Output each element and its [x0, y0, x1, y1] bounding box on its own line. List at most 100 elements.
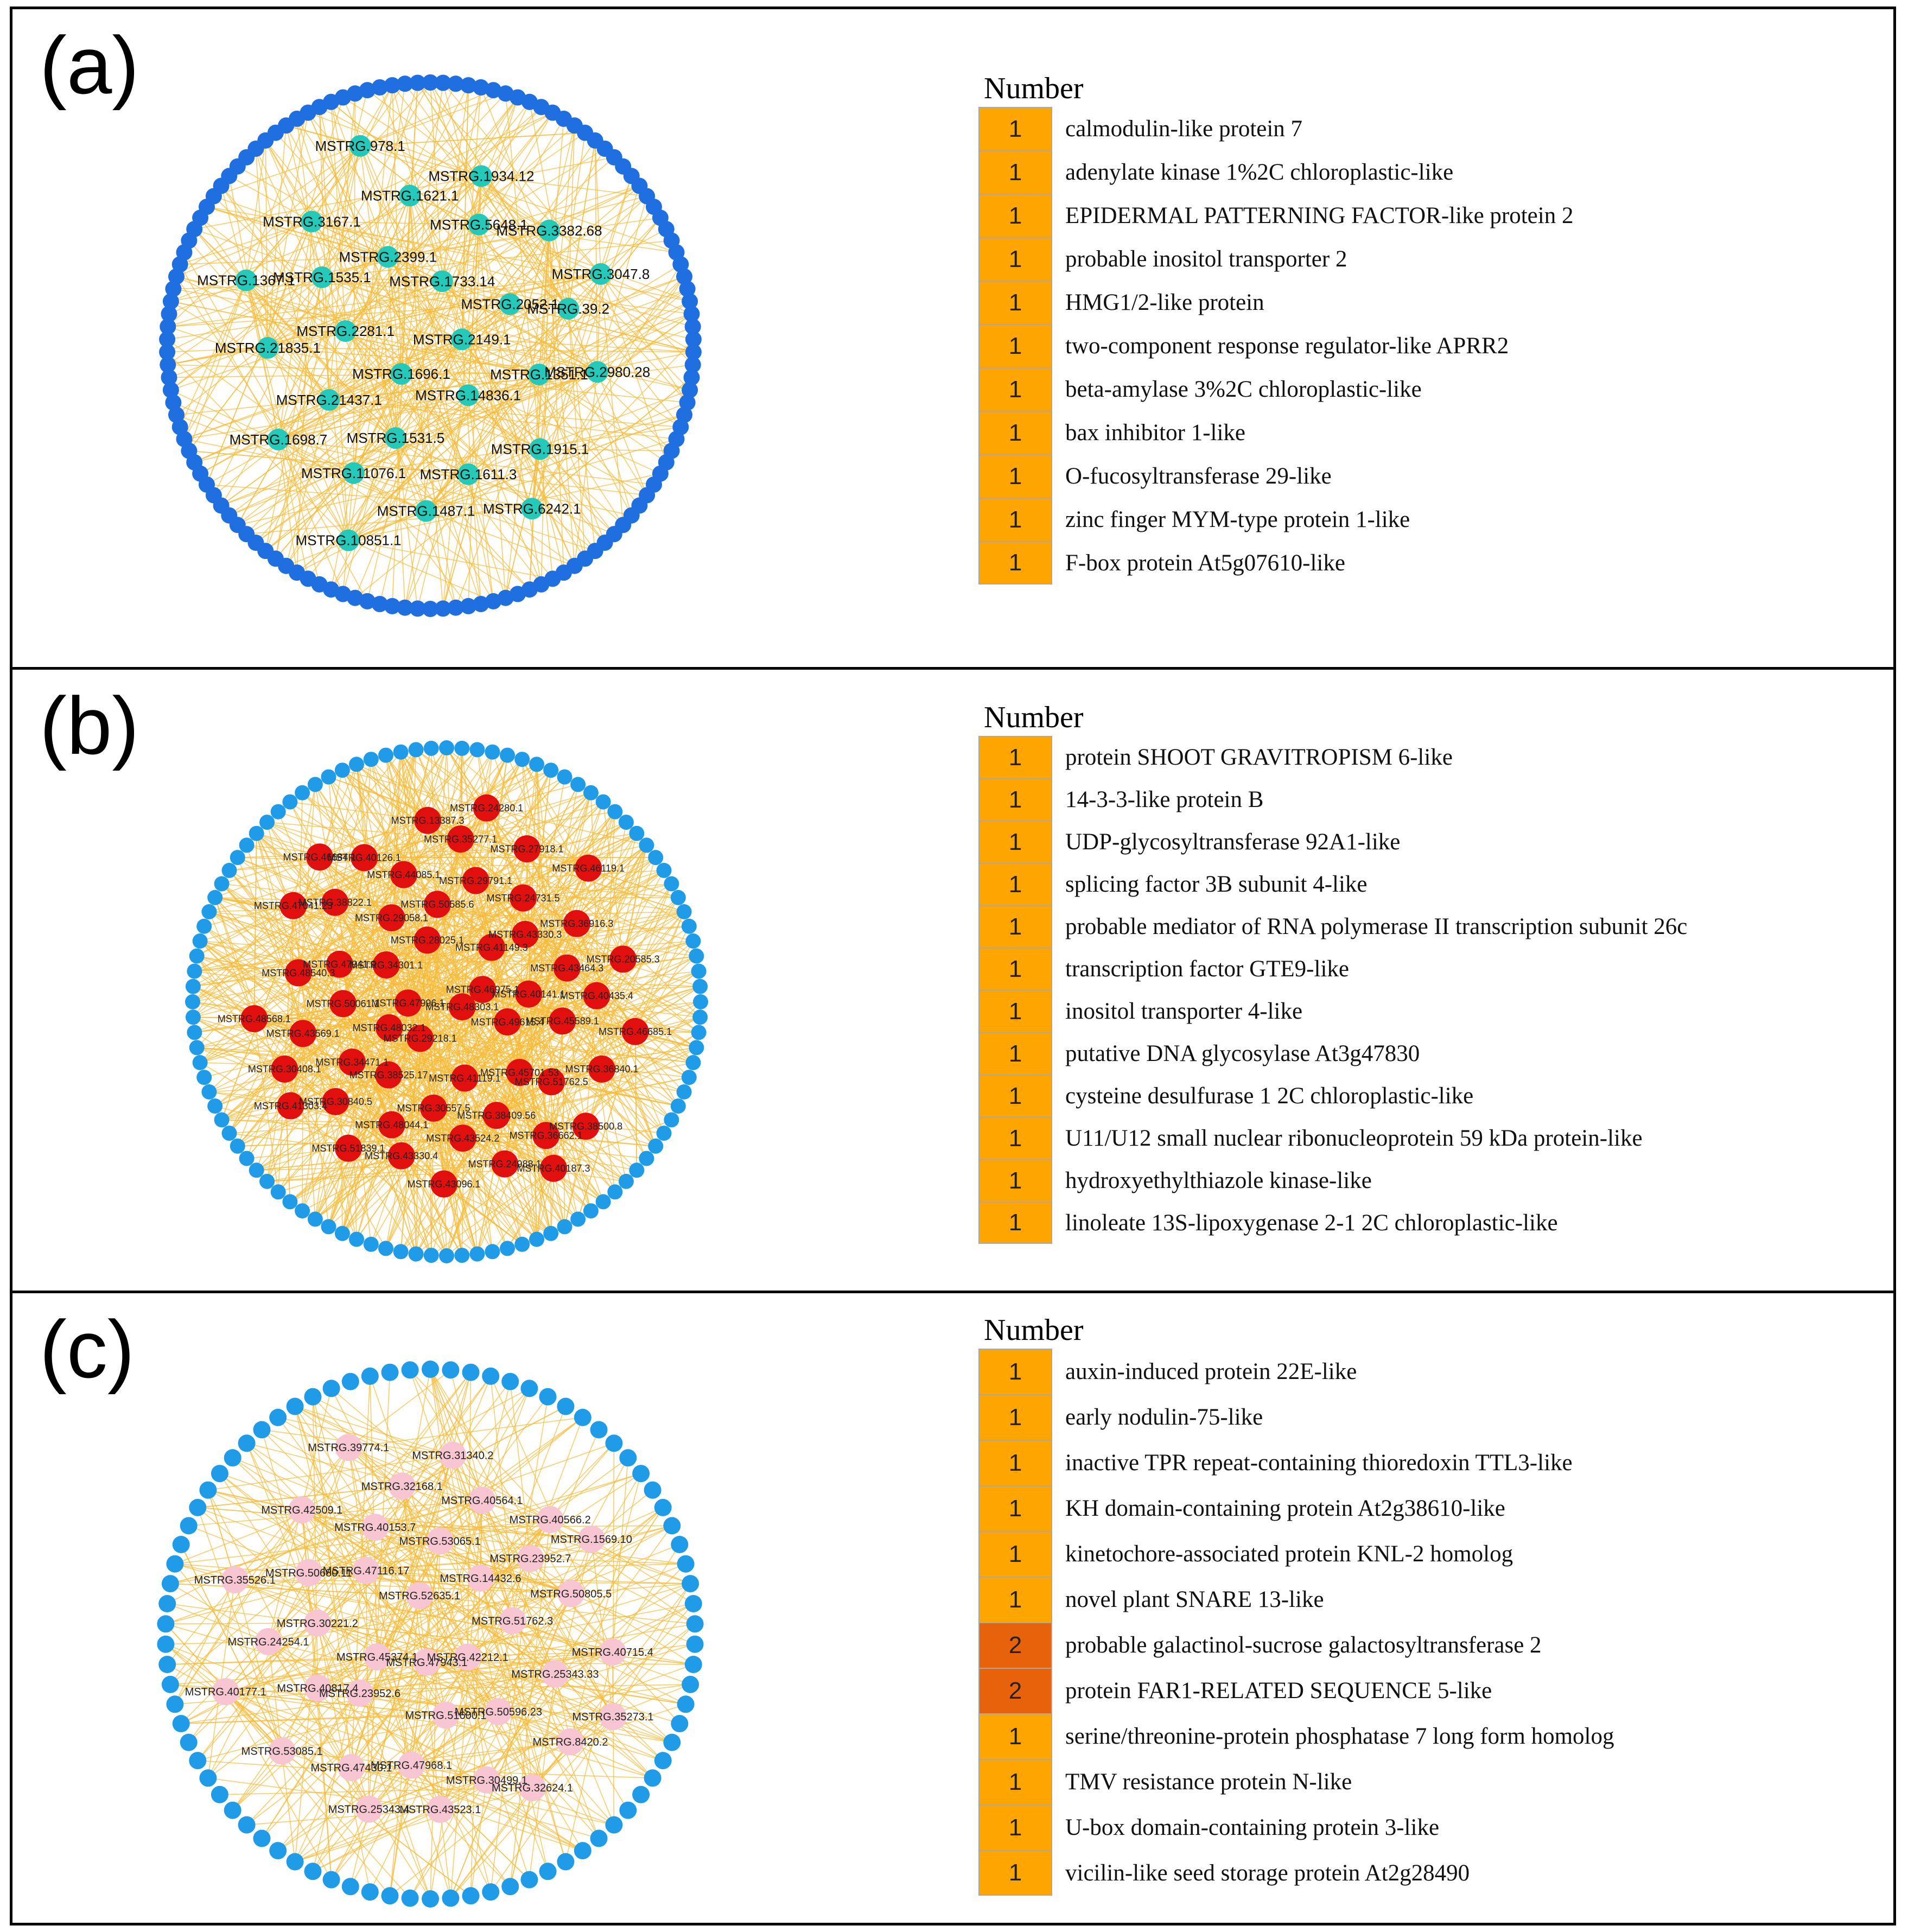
edge	[285, 125, 360, 147]
edge	[360, 132, 586, 147]
hub-node	[398, 1751, 425, 1779]
hub-node	[406, 1025, 434, 1052]
edge	[176, 175, 482, 416]
hub-node-label: MSTRG.11076.1	[301, 465, 406, 481]
outer-node	[557, 1397, 575, 1415]
edge	[245, 140, 266, 281]
outer-node	[162, 293, 179, 310]
edge	[353, 472, 595, 551]
hub-node	[303, 1609, 331, 1637]
hub-node-label: MSTRG.34471.1	[315, 1057, 389, 1067]
edge	[411, 1764, 583, 1851]
outer-node	[684, 357, 701, 373]
edge	[391, 917, 508, 1249]
edge	[268, 1641, 370, 1810]
edge	[540, 230, 550, 584]
edge	[268, 1447, 349, 1642]
outer-node	[557, 769, 573, 785]
edge	[360, 83, 405, 147]
outer-node	[161, 369, 177, 386]
hub-node	[599, 1703, 627, 1731]
hub-node	[349, 135, 371, 157]
edge	[586, 1001, 701, 1127]
hub-node-label: MSTRG.24280.1	[450, 803, 523, 814]
hub-node	[387, 1142, 415, 1170]
outer-node	[447, 75, 464, 92]
legend-row: 1 probable mediator of RNA polymerase II …	[978, 905, 1687, 948]
edge	[345, 97, 518, 332]
network-a: MSTRG.2149.1 MSTRG.1696.1 MSTRG.1733.14 MST…	[159, 74, 702, 617]
gene-annotation: inactive TPR repeat-containing thioredox…	[1065, 1450, 1573, 1476]
edge	[275, 277, 323, 559]
edge	[176, 276, 539, 375]
edge	[622, 845, 647, 959]
edge	[267, 1163, 505, 1182]
hub-node-label: MSTRG.38500.8	[549, 1121, 622, 1132]
hub-node	[430, 1170, 457, 1198]
edge	[339, 770, 551, 965]
edge	[268, 281, 443, 348]
outer-node	[363, 1236, 379, 1252]
edge	[278, 83, 456, 440]
edge	[278, 221, 313, 440]
outer-node	[159, 344, 176, 360]
edge	[530, 1558, 686, 1565]
hub-node-label: MSTRG.1698.7	[230, 431, 328, 448]
edge	[167, 1603, 269, 1642]
edge	[302, 1509, 686, 1705]
outer-node	[334, 1225, 350, 1241]
hub-node	[338, 529, 360, 551]
hub-node	[467, 1564, 494, 1592]
edge	[200, 940, 463, 1139]
hub-node	[346, 1679, 373, 1707]
edge	[348, 414, 685, 541]
count-cell: 1	[978, 1485, 1052, 1531]
legend-b: Number 1 protein SHOOT GRAVITROPISM 6-lik…	[978, 702, 1687, 1244]
hub-node	[378, 1111, 405, 1139]
outer-node	[224, 1449, 241, 1467]
edge	[311, 221, 456, 608]
edge	[596, 884, 672, 996]
outer-node	[422, 1361, 439, 1378]
edge	[278, 276, 685, 440]
outer-node	[172, 1715, 190, 1732]
outer-node	[321, 1219, 336, 1235]
hub-node-layer: MSTRG.47943.1MSTRG.52635.1MSTRG.42212.1M…	[185, 1434, 654, 1823]
hub-node-label: MSTRG.2149.1	[413, 331, 511, 347]
edge	[594, 140, 598, 372]
edge	[480, 1519, 551, 1579]
edge	[194, 970, 554, 1169]
edge	[229, 848, 527, 871]
gene-annotation: zinc finger MYM-type protein 1-like	[1065, 506, 1410, 532]
outer-node	[439, 1248, 454, 1263]
edge	[536, 764, 552, 1082]
edge	[443, 897, 679, 1185]
network-b: MSTRG.48303.1MSTRG.47996.1MSTRG.46975.1M…	[185, 740, 708, 1263]
outer-node	[654, 1752, 672, 1770]
outer-node	[192, 933, 208, 949]
outer-node	[295, 1203, 310, 1219]
edge	[409, 1593, 571, 1898]
hub-node	[482, 1102, 510, 1129]
edge	[521, 759, 589, 869]
hub-node	[532, 1122, 560, 1149]
outer-node	[381, 1887, 399, 1905]
hub-node	[334, 320, 357, 342]
outer-node	[514, 1236, 530, 1252]
hub-node	[439, 1441, 467, 1469]
edge	[539, 448, 624, 525]
edge	[353, 427, 681, 474]
count-cell: 1	[978, 905, 1052, 948]
edge	[539, 176, 632, 449]
edge	[529, 230, 550, 590]
edge	[228, 374, 539, 516]
hub-node-label: MSTRG.35273.1	[572, 1711, 653, 1723]
edge	[597, 371, 681, 428]
outer-node	[361, 1883, 379, 1901]
hub-node	[352, 1556, 380, 1584]
legend-row: 1 14-3-3-like protein B	[978, 778, 1687, 821]
outer-node	[684, 318, 701, 335]
edge	[353, 224, 480, 474]
edge	[371, 1155, 402, 1245]
count-cell: 1	[978, 1202, 1052, 1244]
